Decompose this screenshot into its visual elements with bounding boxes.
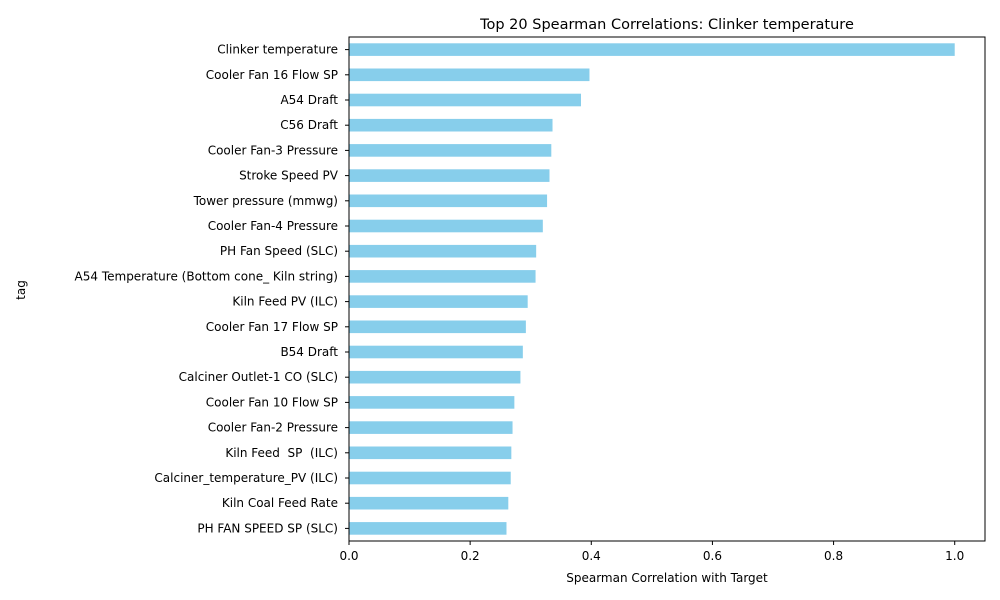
bar-8 <box>349 244 537 258</box>
bar-16 <box>349 446 512 460</box>
bar-14 <box>349 396 515 409</box>
bar-19 <box>349 522 507 535</box>
y-tick-label: Kiln Feed SP (ILC) <box>225 446 338 460</box>
bar-18 <box>349 496 509 510</box>
bar-0 <box>349 43 955 56</box>
x-ticks-group: 0.0 0.2 0.4 0.6 0.8 1.0 <box>339 541 964 563</box>
y-tick-label: Cooler Fan-4 Pressure <box>208 219 338 233</box>
y-tick-label: Tower pressure (mmwg) <box>193 194 338 208</box>
bar-10 <box>349 295 528 308</box>
bar-7 <box>349 219 543 233</box>
chart-title: Top 20 Spearman Correlations: Clinker te… <box>479 17 854 33</box>
y-axis-label: tag <box>14 280 28 300</box>
y-tick-label: Cooler Fan 10 Flow SP <box>206 395 338 409</box>
y-tick-label: PH Fan Speed (SLC) <box>220 244 338 258</box>
bar-1 <box>349 68 590 82</box>
y-tick-label: Cooler Fan-2 Pressure <box>208 421 338 435</box>
y-tick-label: Cooler Fan 17 Flow SP <box>206 320 338 334</box>
y-tick-label: Kiln Feed PV (ILC) <box>232 295 338 309</box>
y-tick-label: A54 Draft <box>280 93 338 107</box>
bar-6 <box>349 194 548 208</box>
x-axis-label: Spearman Correlation with Target <box>566 571 768 585</box>
bar-5 <box>349 169 550 182</box>
y-tick-label: Calciner Outlet-1 CO (SLC) <box>179 370 338 384</box>
y-tick-label: Cooler Fan 16 Flow SP <box>206 68 338 82</box>
bars-group <box>349 43 955 535</box>
bar-11 <box>349 320 526 334</box>
y-ticks-group: Clinker temperature Cooler Fan 16 Flow SP… <box>75 43 349 535</box>
x-tick-label: 0.0 <box>339 549 358 563</box>
x-tick-label: 0.8 <box>824 549 843 563</box>
y-tick-label: Cooler Fan-3 Pressure <box>208 143 338 157</box>
bar-17 <box>349 471 511 485</box>
bar-3 <box>349 118 553 132</box>
y-tick-label: Kiln Coal Feed Rate <box>222 496 338 510</box>
x-tick-label: 0.4 <box>582 549 601 563</box>
bar-4 <box>349 144 552 157</box>
x-tick-label: 0.2 <box>461 549 480 563</box>
y-tick-label: Calciner_temperature_PV (ILC) <box>154 471 338 485</box>
y-tick-label: A54 Temperature (Bottom cone_ Kiln strin… <box>75 269 338 283</box>
y-tick-label: C56 Draft <box>280 118 338 132</box>
plot-frame <box>348 36 986 542</box>
y-tick-label: PH FAN SPEED SP (SLC) <box>197 521 338 535</box>
bar-15 <box>349 421 513 434</box>
bar-12 <box>349 345 523 359</box>
y-tick-label: Clinker temperature <box>217 43 338 57</box>
bar-9 <box>349 270 536 283</box>
x-tick-label: 1.0 <box>945 549 964 563</box>
x-tick-label: 0.6 <box>703 549 722 563</box>
bar-2 <box>349 93 581 107</box>
bar-13 <box>349 370 521 384</box>
y-tick-label: B54 Draft <box>280 345 338 359</box>
y-tick-label: Stroke Speed PV <box>239 169 339 183</box>
